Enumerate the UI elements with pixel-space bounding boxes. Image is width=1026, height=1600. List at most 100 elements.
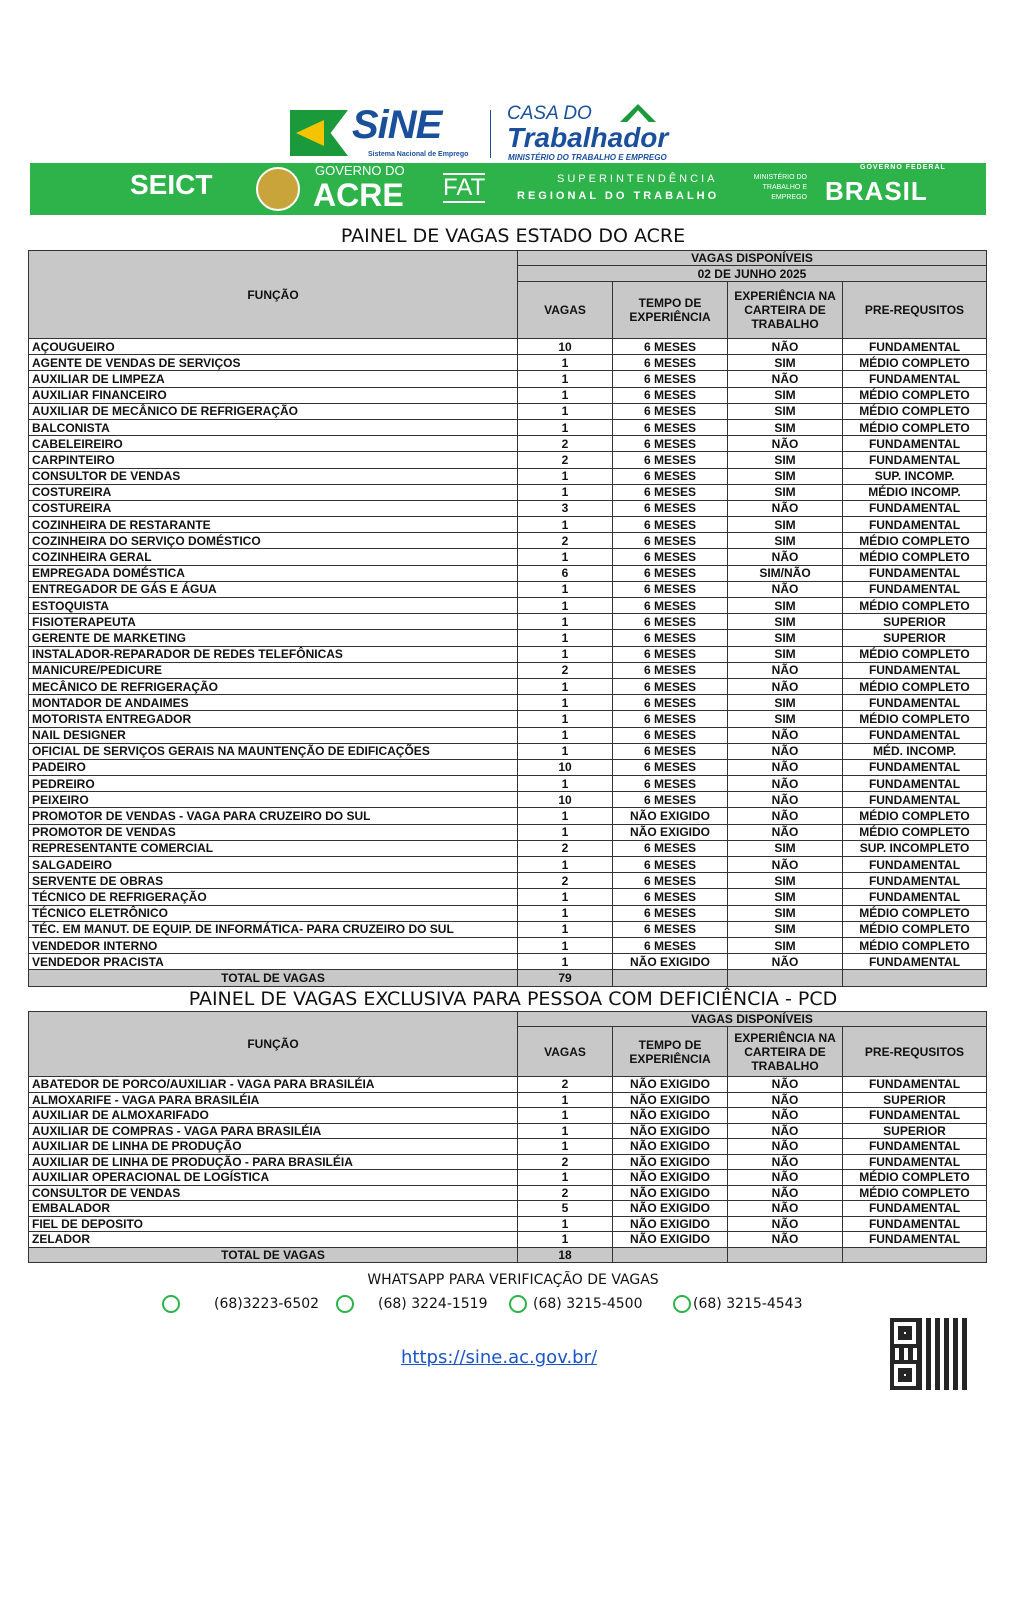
pcd-jobs-table: FUNÇÃO VAGAS DISPONÍVEIS VAGAS TEMPO DE EX… [28, 1011, 987, 1263]
table-row: CONSULTOR DE VENDAS 1 6 MESES SIM SUP. INCOM… [28, 467, 987, 485]
partner-logos-band: SEICT GOVERNO DO ACRE FAT SUPERINTENDÊNC… [30, 163, 986, 215]
cell-vagas: 3 [517, 499, 613, 518]
cell-funcao: CONSULTOR DE VENDAS [28, 467, 518, 485]
cell-tempo: 6 MESES [612, 402, 728, 420]
cell-tempo: 6 MESES [612, 532, 728, 550]
cell-experiencia: SIM [727, 872, 843, 890]
cell-vagas: 1 [517, 855, 613, 874]
phone-number[interactable]: (68) 3215-4500 [533, 1296, 643, 1312]
website-link[interactable]: https://sine.ac.gov.br/ [401, 1347, 598, 1368]
cell-experiencia: NÃO [727, 1200, 843, 1217]
cell-prerequisito: FUNDAMENTAL [842, 1200, 987, 1217]
cell-prerequisito: FUNDAMENTAL [842, 953, 987, 971]
acre-text: ACRE [313, 177, 404, 213]
table-row: VENDEDOR INTERNO 1 6 MESES SIM MÉDIO COMPLET… [28, 936, 987, 955]
cell-vagas: 1 [517, 888, 613, 906]
cell-tempo: 6 MESES [612, 677, 728, 696]
cell-experiencia: SIM [727, 532, 843, 550]
cell-experiencia: NÃO [727, 1122, 843, 1139]
cell-vagas: 2 [517, 532, 613, 550]
sine-logo-text: SiNE [352, 103, 442, 147]
table-row: INSTALADOR-REPARADOR DE REDES TELEFÔNICA… [28, 645, 987, 663]
phone-number[interactable]: (68) 3215-4543 [693, 1296, 803, 1312]
phone-number[interactable]: (68) 3224-1519 [378, 1296, 488, 1312]
table-row: MECÂNICO DE REFRIGERAÇÃO 1 6 MESES NÃO MÉDIO… [28, 677, 987, 696]
cell-prerequisito: SUP. INCOMPLETO [842, 839, 987, 858]
cell-tempo: 6 MESES [612, 386, 728, 404]
col-vagas: VAGAS [517, 1026, 613, 1077]
cell-vagas: 1 [517, 936, 613, 955]
cell-tempo: 6 MESES [612, 710, 728, 728]
cell-experiencia: NÃO [727, 855, 843, 874]
cell-funcao: COSTUREIRA [28, 499, 518, 518]
cell-tempo: 6 MESES [612, 742, 728, 760]
total-value: 79 [517, 969, 613, 987]
cell-prerequisito: SUPERIOR [842, 1122, 987, 1139]
cell-prerequisito: FUNDAMENTAL [842, 855, 987, 874]
cell-funcao: PADEIRO [28, 758, 518, 777]
cell-tempo: 6 MESES [612, 613, 728, 631]
cell-prerequisito: MÉDIO COMPLETO [842, 354, 987, 372]
cell-prerequisito: MÉDIO COMPLETO [842, 904, 987, 922]
cell-prerequisito: FUNDAMENTAL [842, 435, 987, 453]
cell-prerequisito: MÉDIO COMPLETO [842, 532, 987, 550]
cell-vagas: 1 [517, 1215, 613, 1232]
cell-vagas: 1 [517, 742, 613, 760]
cell-experiencia: NÃO [727, 1169, 843, 1186]
acre-coat-of-arms-icon [256, 167, 300, 211]
cell-experiencia: SIM [727, 516, 843, 534]
table-row: TÉCNICO DE REFRIGERAÇÃO 1 6 MESES SIM FUNDAM… [28, 888, 987, 906]
cell-prerequisito: FUNDAMENTAL [842, 791, 987, 809]
cell-vagas: 1 [517, 726, 613, 744]
divider [490, 110, 491, 158]
cell-vagas: 1 [517, 677, 613, 696]
cell-prerequisito: MÉDIO COMPLETO [842, 677, 987, 696]
cell-experiencia: SIM [727, 354, 843, 372]
cell-experiencia: NÃO [727, 1231, 843, 1248]
cell-vagas: 2 [517, 451, 613, 469]
ministry-text: MINISTÉRIO DO TRABALHO E EMPREGO [508, 153, 667, 162]
cell-experiencia: SIM [727, 710, 843, 728]
cell-vagas: 1 [517, 1107, 613, 1124]
cell-tempo: 6 MESES [612, 370, 728, 388]
cell-tempo: 6 MESES [612, 694, 728, 712]
regional-trabalho-text: REGIONAL DO TRABALHO [517, 190, 720, 202]
table-row: CARPINTEIRO 2 6 MESES SIM FUNDAMENTAL [28, 451, 987, 469]
col-tempo: TEMPO DE EXPERIÊNCIA [612, 281, 728, 339]
table-row: COSTUREIRA 1 6 MESES SIM MÉDIO INCOMP. [28, 483, 987, 501]
cell-prerequisito: FUNDAMENTAL [842, 516, 987, 534]
cell-prerequisito: SUP. INCOMP. [842, 467, 987, 485]
cell-vagas: 6 [517, 564, 613, 582]
cell-tempo: NÃO EXIGIDO [612, 1107, 728, 1124]
table-row: VENDEDOR PRACISTA 1 NÃO EXIGIDO NÃO FUNDAMEN… [28, 953, 987, 971]
cell-prerequisito: MÉDIO COMPLETO [842, 807, 987, 825]
cell-funcao: AUXILIAR DE LINHA DE PRODUÇÃO - PARA BRA… [28, 1153, 518, 1170]
total-value: 18 [517, 1246, 613, 1263]
cell-vagas: 10 [517, 791, 613, 809]
empty-cell [727, 1246, 843, 1263]
cell-funcao: TÉC. EM MANUT. DE EQUIP. DE INFORMÁTICA-… [28, 920, 518, 938]
cell-tempo: NÃO EXIGIDO [612, 823, 728, 841]
total-label: TOTAL DE VAGAS [28, 1246, 518, 1263]
table-row: CONSULTOR DE VENDAS 2 NÃO EXIGIDO NÃO MÉDIO … [28, 1184, 987, 1201]
cell-experiencia: SIM/NÃO [727, 564, 843, 582]
cell-vagas: 1 [517, 904, 613, 922]
table-row: COZINHEIRA DE RESTARANTE 1 6 MESES SIM FUNDA… [28, 516, 987, 534]
cell-prerequisito: FUNDAMENTAL [842, 872, 987, 890]
cell-vagas: 2 [517, 1076, 613, 1093]
cell-funcao: ENTREGADOR DE GÁS E ÁGUA [28, 580, 518, 599]
phone-number[interactable]: (68)3223-6502 [214, 1296, 320, 1312]
table-row: TÉC. EM MANUT. DE EQUIP. DE INFORMÁTICA-… [28, 920, 987, 938]
cell-tempo: 6 MESES [612, 839, 728, 858]
cell-tempo: 6 MESES [612, 337, 728, 356]
cell-experiencia: NÃO [727, 1215, 843, 1232]
cell-vagas: 1 [517, 645, 613, 663]
cell-prerequisito: FUNDAMENTAL [842, 694, 987, 712]
cell-prerequisito: FUNDAMENTAL [842, 580, 987, 599]
cell-prerequisito: SUPERIOR [842, 613, 987, 631]
cell-vagas: 1 [517, 596, 613, 615]
cell-tempo: 6 MESES [612, 354, 728, 372]
col-funcao: FUNÇÃO [28, 250, 518, 339]
cell-prerequisito: MÉDIO COMPLETO [842, 710, 987, 728]
cell-tempo: 6 MESES [612, 629, 728, 647]
